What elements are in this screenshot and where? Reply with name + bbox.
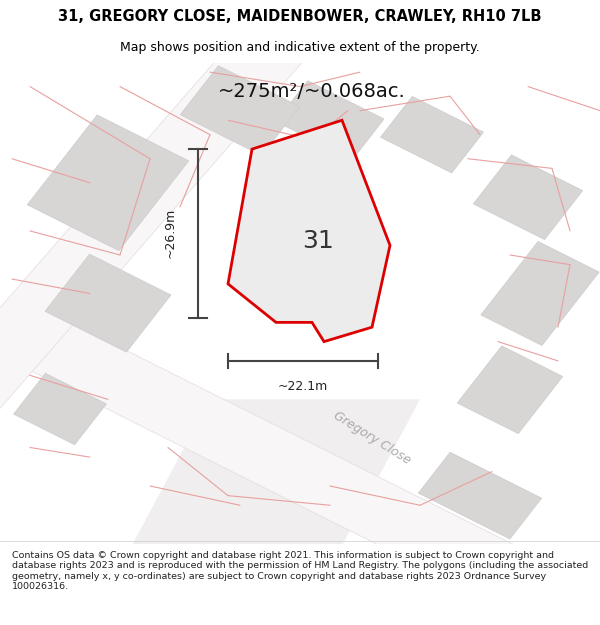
- Polygon shape: [180, 66, 300, 156]
- Polygon shape: [45, 254, 171, 352]
- Text: 31: 31: [302, 229, 334, 253]
- Text: 31, GREGORY CLOSE, MAIDENBOWER, CRAWLEY, RH10 7LB: 31, GREGORY CLOSE, MAIDENBOWER, CRAWLEY,…: [58, 9, 542, 24]
- Polygon shape: [473, 155, 583, 239]
- Text: ~22.1m: ~22.1m: [278, 380, 328, 393]
- Polygon shape: [0, 2, 326, 508]
- Text: Gregory Close: Gregory Close: [331, 409, 413, 467]
- Polygon shape: [27, 115, 189, 251]
- Text: Contains OS data © Crown copyright and database right 2021. This information is : Contains OS data © Crown copyright and d…: [12, 551, 588, 591]
- Polygon shape: [418, 452, 542, 539]
- Polygon shape: [0, 294, 600, 625]
- Polygon shape: [228, 120, 390, 342]
- Polygon shape: [276, 81, 384, 160]
- Text: ~275m²/~0.068ac.: ~275m²/~0.068ac.: [218, 82, 406, 101]
- Polygon shape: [14, 373, 106, 445]
- Text: ~26.9m: ~26.9m: [164, 208, 177, 259]
- Polygon shape: [481, 241, 599, 346]
- Text: Map shows position and indicative extent of the property.: Map shows position and indicative extent…: [120, 41, 480, 54]
- Polygon shape: [457, 346, 563, 434]
- Polygon shape: [120, 399, 420, 568]
- Polygon shape: [380, 96, 484, 173]
